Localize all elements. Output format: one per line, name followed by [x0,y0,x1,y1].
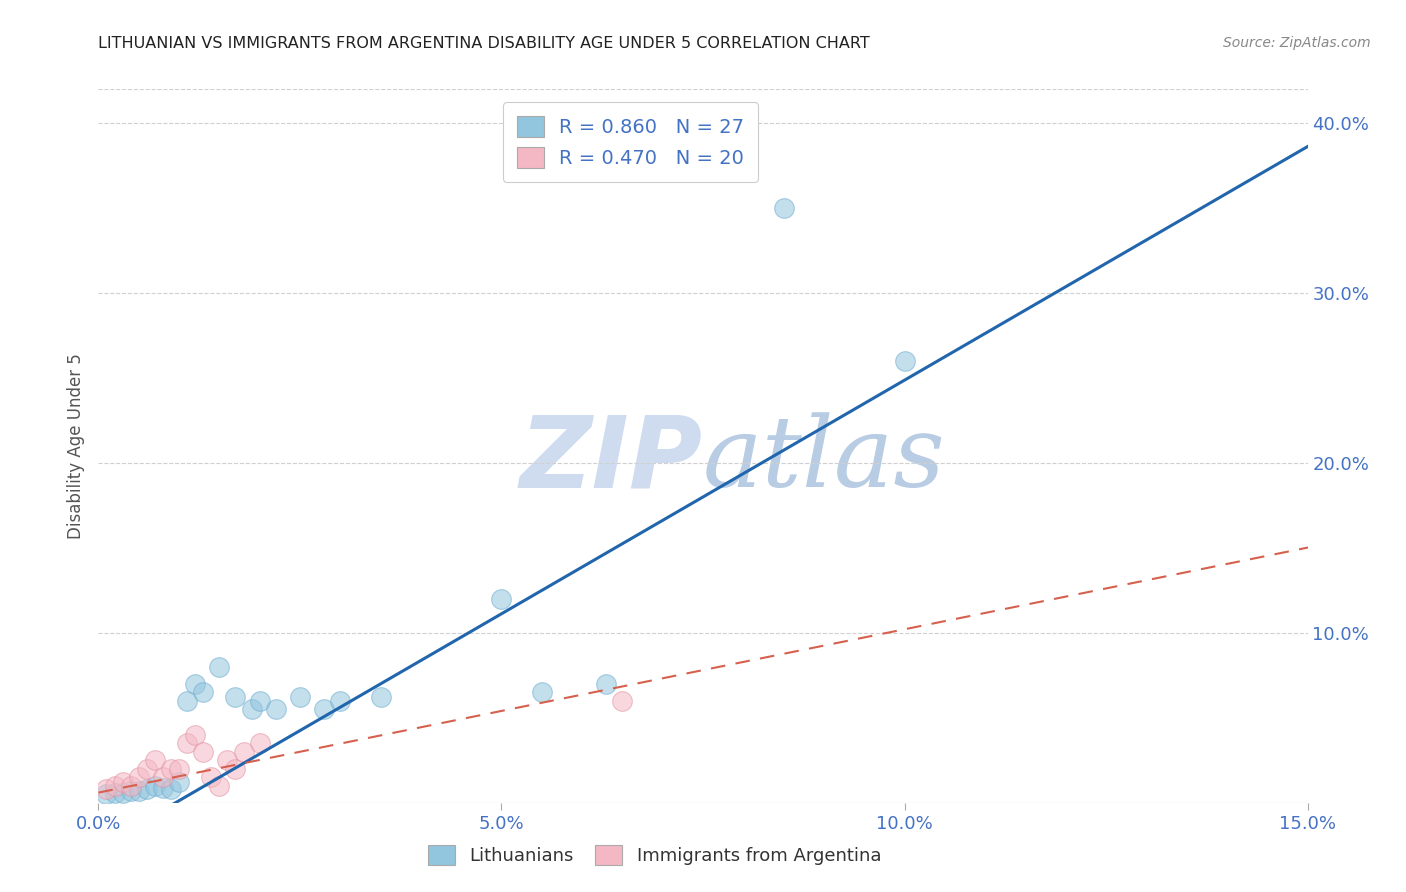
Point [208,660,231,674]
Point [208,779,231,793]
Point [193,745,215,759]
Point [152,770,174,784]
Point [128,784,150,798]
Point [176,736,198,750]
Point [193,685,215,699]
Point [120,779,142,793]
Point [128,770,150,784]
Point [249,736,271,750]
Point [329,694,352,708]
Point [314,702,336,716]
Point [184,728,207,742]
Point [772,201,794,215]
Point [160,782,183,797]
Point [370,690,392,705]
Point [176,694,198,708]
Text: ZIP: ZIP [520,412,703,508]
Point [232,745,254,759]
Point [224,762,246,776]
Point [491,591,513,606]
Point [143,779,166,793]
Point [288,690,311,705]
Point [224,690,246,705]
Point [160,762,183,776]
Point [111,786,134,800]
Point [200,770,222,784]
Point [217,753,239,767]
Y-axis label: Disability Age Under 5: Disability Age Under 5 [66,353,84,539]
Point [595,677,617,691]
Point [120,784,142,798]
Text: Source: ZipAtlas.com: Source: ZipAtlas.com [1223,36,1371,50]
Point [96,787,118,801]
Text: LITHUANIAN VS IMMIGRANTS FROM ARGENTINA DISABILITY AGE UNDER 5 CORRELATION CHART: LITHUANIAN VS IMMIGRANTS FROM ARGENTINA … [98,36,870,51]
Point [893,354,915,368]
Point [167,762,190,776]
Point [135,762,157,776]
Point [96,782,118,797]
Point [135,782,157,797]
Legend: Lithuanians, Immigrants from Argentina: Lithuanians, Immigrants from Argentina [418,834,893,876]
Point [152,780,174,795]
Point [143,753,166,767]
Point [184,677,207,691]
Point [530,685,553,699]
Point [167,775,190,789]
Point [249,694,271,708]
Point [612,694,634,708]
Point [103,786,125,800]
Text: atlas: atlas [703,413,946,508]
Point [103,779,125,793]
Point [240,702,263,716]
Point [264,702,287,716]
Point [111,775,134,789]
